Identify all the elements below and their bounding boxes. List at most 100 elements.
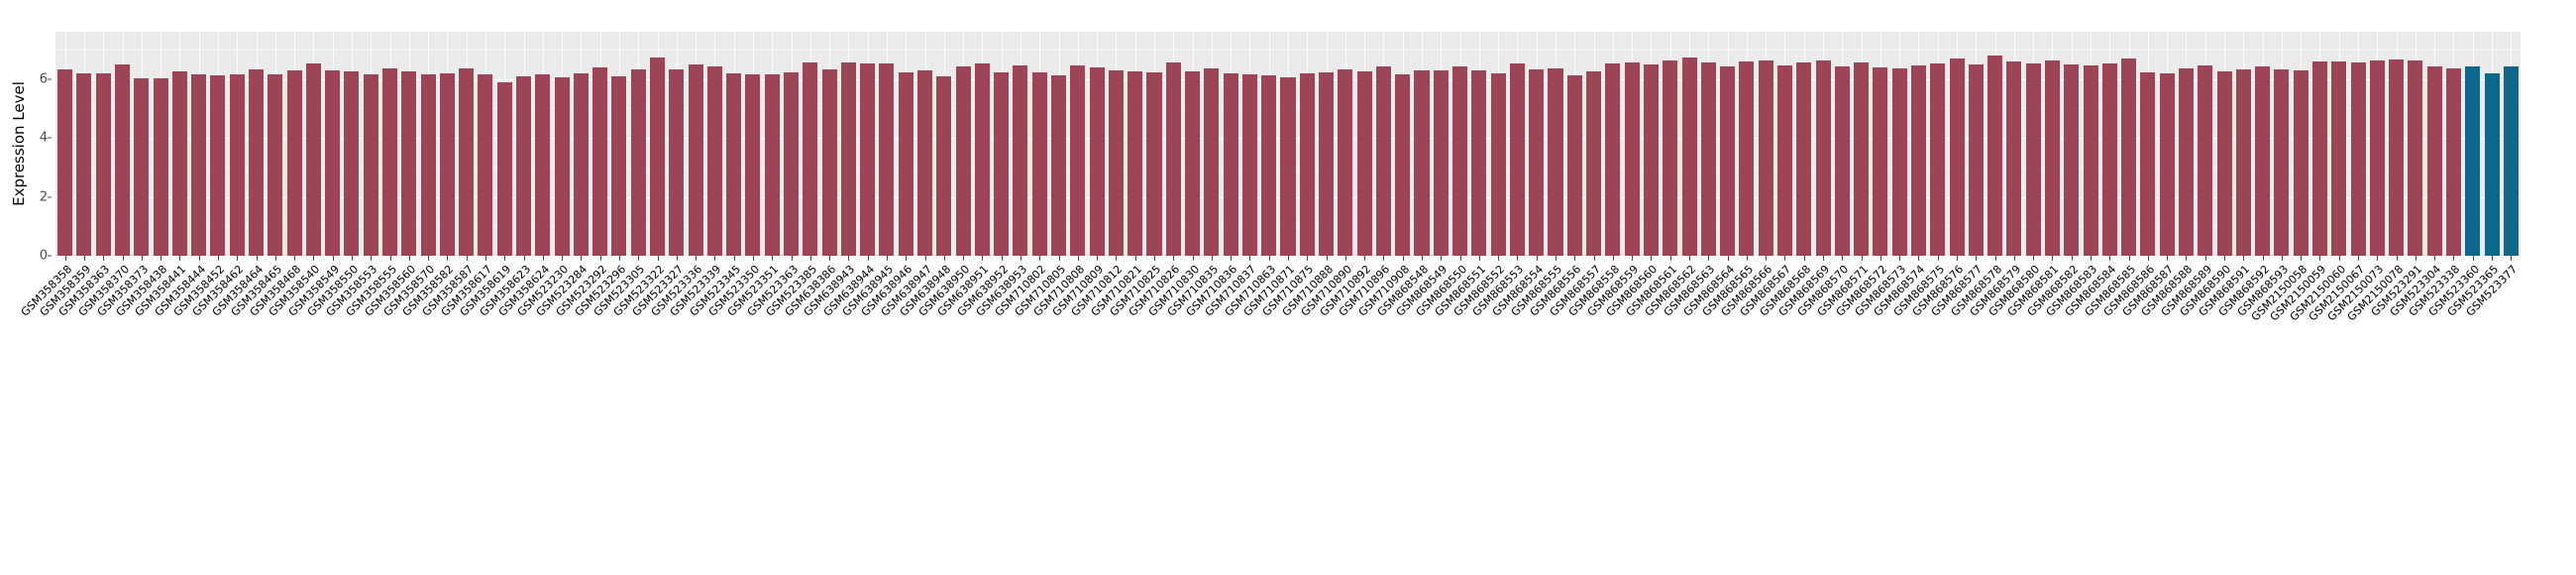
bar: [1261, 75, 1277, 256]
bar: [2121, 58, 2137, 256]
bar: [879, 63, 895, 256]
bar: [2503, 66, 2519, 256]
x-axis-tick-mark: [2091, 256, 2093, 261]
bar: [363, 73, 378, 256]
x-axis-tick-mark: [2434, 256, 2436, 261]
x-axis-tick-mark: [1498, 256, 1500, 261]
bar: [1089, 66, 1105, 256]
x-axis-tick-mark: [1536, 256, 1538, 261]
bar: [784, 72, 800, 256]
x-axis-tick-mark: [1058, 256, 1060, 261]
x-axis-tick-mark: [1173, 256, 1175, 261]
x-axis-tick-mark: [83, 256, 85, 261]
x-axis-tick-mark: [371, 256, 373, 261]
bar: [1796, 61, 1812, 256]
bar: [1051, 75, 1067, 256]
x-axis-tick-mark: [428, 256, 430, 261]
bar: [1433, 70, 1449, 256]
x-axis-tick-mark: [122, 256, 124, 261]
x-axis-tick-mark: [64, 256, 66, 261]
y-axis-tick-label: 0: [39, 248, 48, 264]
bar: [191, 74, 207, 256]
bar: [860, 62, 876, 256]
bar: [1356, 71, 1372, 256]
x-axis-tick-mark: [313, 256, 315, 261]
x-axis-tick-mark: [1211, 256, 1213, 261]
bar: [803, 62, 818, 256]
y-axis-tick-mark: [48, 196, 52, 198]
bar: [2408, 59, 2423, 256]
x-axis-tick-mark: [332, 256, 334, 261]
x-axis-tick-mark: [274, 256, 276, 261]
bar: [1414, 69, 1430, 256]
x-axis-tick-mark: [1689, 256, 1691, 261]
x-axis-tick-mark: [1422, 256, 1423, 261]
x-axis-tick-mark: [1957, 256, 1959, 261]
x-axis-tick-mark: [1268, 256, 1270, 261]
x-axis-tick-mark: [237, 256, 239, 261]
bar: [840, 61, 856, 256]
bar: [1566, 74, 1582, 256]
bar: [1891, 68, 1907, 256]
bar: [1375, 66, 1391, 256]
x-axis-tick-mark: [2396, 256, 2398, 261]
bar: [76, 73, 92, 256]
x-axis-tick-mark: [599, 256, 601, 261]
x-axis-tick-mark: [1708, 256, 1710, 261]
x-axis-tick-mark: [867, 256, 869, 261]
bar: [114, 64, 130, 256]
bar: [994, 72, 1010, 256]
bar: [1031, 72, 1047, 256]
x-axis-tick-mark: [2301, 256, 2303, 261]
bar: [2006, 60, 2022, 256]
bar: [229, 73, 245, 256]
bar: [2140, 72, 2156, 256]
bar: [1758, 59, 1773, 256]
bar: [1223, 72, 1238, 256]
bar: [706, 66, 722, 256]
bar: [2350, 61, 2366, 256]
bar: [1720, 66, 1736, 256]
bar: [1529, 69, 1545, 256]
x-axis-tick-mark: [638, 256, 640, 261]
bar: [210, 75, 226, 256]
bar: [936, 76, 952, 256]
x-axis: GSM358358 GSM358359 GSM358363 GSM358370 GSM3…: [18, 256, 2521, 575]
bar: [1739, 60, 1755, 256]
bar: [764, 74, 780, 256]
bar: [1949, 58, 1965, 256]
x-axis-tick-mark: [1823, 256, 1825, 261]
x-axis-tick-mark: [2147, 256, 2149, 261]
x-axis-tick-mark: [2492, 256, 2494, 261]
x-axis-tick-mark: [1994, 256, 1996, 261]
x-axis-tick-mark: [1976, 256, 1978, 261]
bar: [459, 67, 475, 256]
bar: [420, 73, 436, 256]
bar: [955, 65, 971, 256]
x-axis-tick-mark: [484, 256, 486, 261]
bar: [745, 74, 761, 256]
x-axis-tick-mark: [1803, 256, 1805, 261]
x-axis-tick-mark: [1153, 256, 1155, 261]
bar: [496, 81, 512, 256]
x-axis-tick-mark: [982, 256, 984, 261]
bar: [1299, 72, 1315, 256]
x-axis-tick-mark: [1517, 256, 1519, 261]
bar: [2465, 65, 2481, 256]
bar: [898, 72, 913, 256]
x-axis-tick-mark: [2319, 256, 2321, 261]
x-axis-tick-mark: [657, 256, 659, 261]
x-axis-tick-mark: [2167, 256, 2169, 261]
x-axis-tick-mark: [676, 256, 678, 261]
bar: [171, 70, 187, 256]
bar: [2311, 61, 2327, 256]
bar: [1987, 56, 2003, 256]
x-axis-tick-mark: [1116, 256, 1118, 261]
x-axis-tick-mark: [1612, 256, 1614, 261]
bar: [1873, 66, 1888, 256]
x-axis-tick-mark: [848, 256, 850, 261]
bar: [1204, 67, 1220, 256]
y-axis-tick-mark: [48, 137, 52, 139]
x-axis-tick-mark: [504, 256, 506, 261]
